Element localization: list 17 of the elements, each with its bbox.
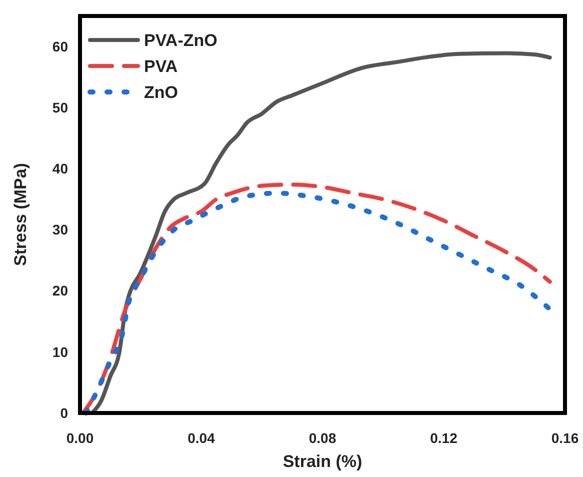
legend-label: PVA-ZnO [144,30,218,50]
x-tick-label: 0.16 [551,430,579,446]
legend-label: ZnO [144,82,178,102]
x-tick-label: 0.04 [188,430,216,446]
y-tick-label: 10 [52,344,68,360]
y-tick-label: 60 [52,38,68,54]
y-tick-label: 20 [52,282,68,299]
x-axis-title: Strain (%) [282,452,362,471]
y-tick-label: 40 [52,160,68,177]
y-tick-label: 30 [52,222,68,238]
y-tick-label: 0 [60,404,68,421]
y-tick-label: 50 [52,100,68,116]
x-tick-label: 0.00 [66,430,94,446]
x-tick-label: 0.12 [430,430,458,446]
legend-label: PVA [144,56,178,76]
x-tick-label: 0.08 [308,430,336,446]
y-axis-title: Stress (MPa) [11,163,30,266]
